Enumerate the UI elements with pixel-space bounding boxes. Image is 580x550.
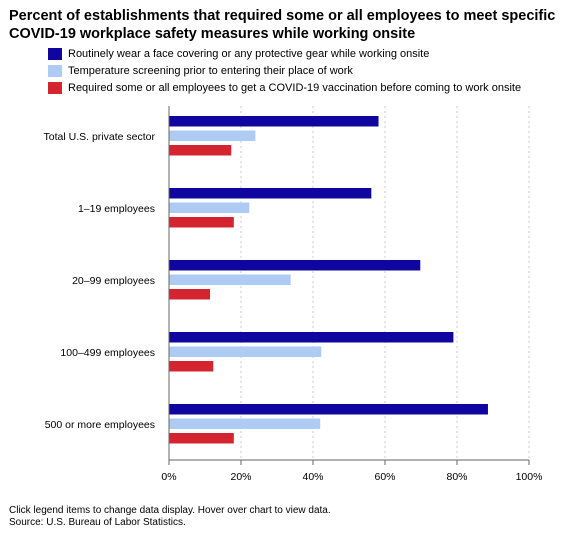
- category-label-2: 20–99 employees: [72, 275, 155, 287]
- category-label-3: 100–499 employees: [60, 347, 155, 359]
- legend-item-temperature-screening[interactable]: Temperature screening prior to entering …: [48, 63, 521, 79]
- bar-temperature-screening-2[interactable]: [169, 274, 291, 286]
- legend-swatch-face-covering: [48, 48, 62, 60]
- bar-temperature-screening-0[interactable]: [169, 130, 256, 142]
- footnote-instructions: Click legend items to change data displa…: [9, 505, 331, 516]
- bar-face-covering-0[interactable]: [169, 116, 379, 127]
- legend-swatch-vaccination: [48, 82, 62, 94]
- legend-swatch-temperature-screening: [48, 65, 62, 77]
- x-tick-label-20: 20%: [230, 471, 251, 483]
- footnote-source: Source: U.S. Bureau of Labor Statistics.: [9, 517, 186, 528]
- legend-label-face-covering: Routinely wear a face covering or any pr…: [68, 48, 430, 60]
- bar-temperature-screening-4[interactable]: [169, 418, 321, 430]
- bar-vaccination-4[interactable]: [169, 433, 234, 444]
- x-tick-label-80: 80%: [446, 471, 467, 483]
- bar-vaccination-2[interactable]: [169, 289, 211, 300]
- legend-label-vaccination: Required some or all employees to get a …: [68, 82, 522, 94]
- bar-vaccination-3[interactable]: [169, 361, 214, 372]
- chart-title: Percent of establishments that required …: [9, 8, 556, 42]
- bar-face-covering-2[interactable]: [169, 260, 421, 271]
- legend-item-vaccination[interactable]: Required some or all employees to get a …: [48, 80, 521, 96]
- bar-vaccination-0[interactable]: [169, 145, 232, 156]
- category-label-4: 500 or more employees: [45, 419, 155, 431]
- footnote: Click legend items to change data displa…: [9, 505, 331, 529]
- bar-vaccination-1[interactable]: [169, 217, 234, 228]
- x-tick-label-100: 100%: [516, 471, 543, 483]
- bar-chart: Total U.S. private sector 1–19 employees 2…: [44, 106, 543, 483]
- bar-temperature-screening-3[interactable]: [169, 346, 322, 358]
- bar-face-covering-3[interactable]: [169, 332, 454, 343]
- legend-label-temperature-screening: Temperature screening prior to entering …: [68, 65, 353, 77]
- category-label-1: 1–19 employees: [78, 203, 155, 215]
- bar-face-covering-1[interactable]: [169, 188, 372, 199]
- x-tick-label-0: 0%: [161, 471, 176, 483]
- x-tick-label-40: 40%: [302, 471, 323, 483]
- category-label-0: Total U.S. private sector: [44, 131, 156, 143]
- bar-face-covering-4[interactable]: [169, 404, 488, 415]
- x-tick-label-60: 60%: [374, 471, 395, 483]
- legend: Routinely wear a face covering or any pr…: [48, 46, 521, 97]
- legend-item-face-covering[interactable]: Routinely wear a face covering or any pr…: [48, 46, 521, 62]
- bar-temperature-screening-1[interactable]: [169, 202, 250, 214]
